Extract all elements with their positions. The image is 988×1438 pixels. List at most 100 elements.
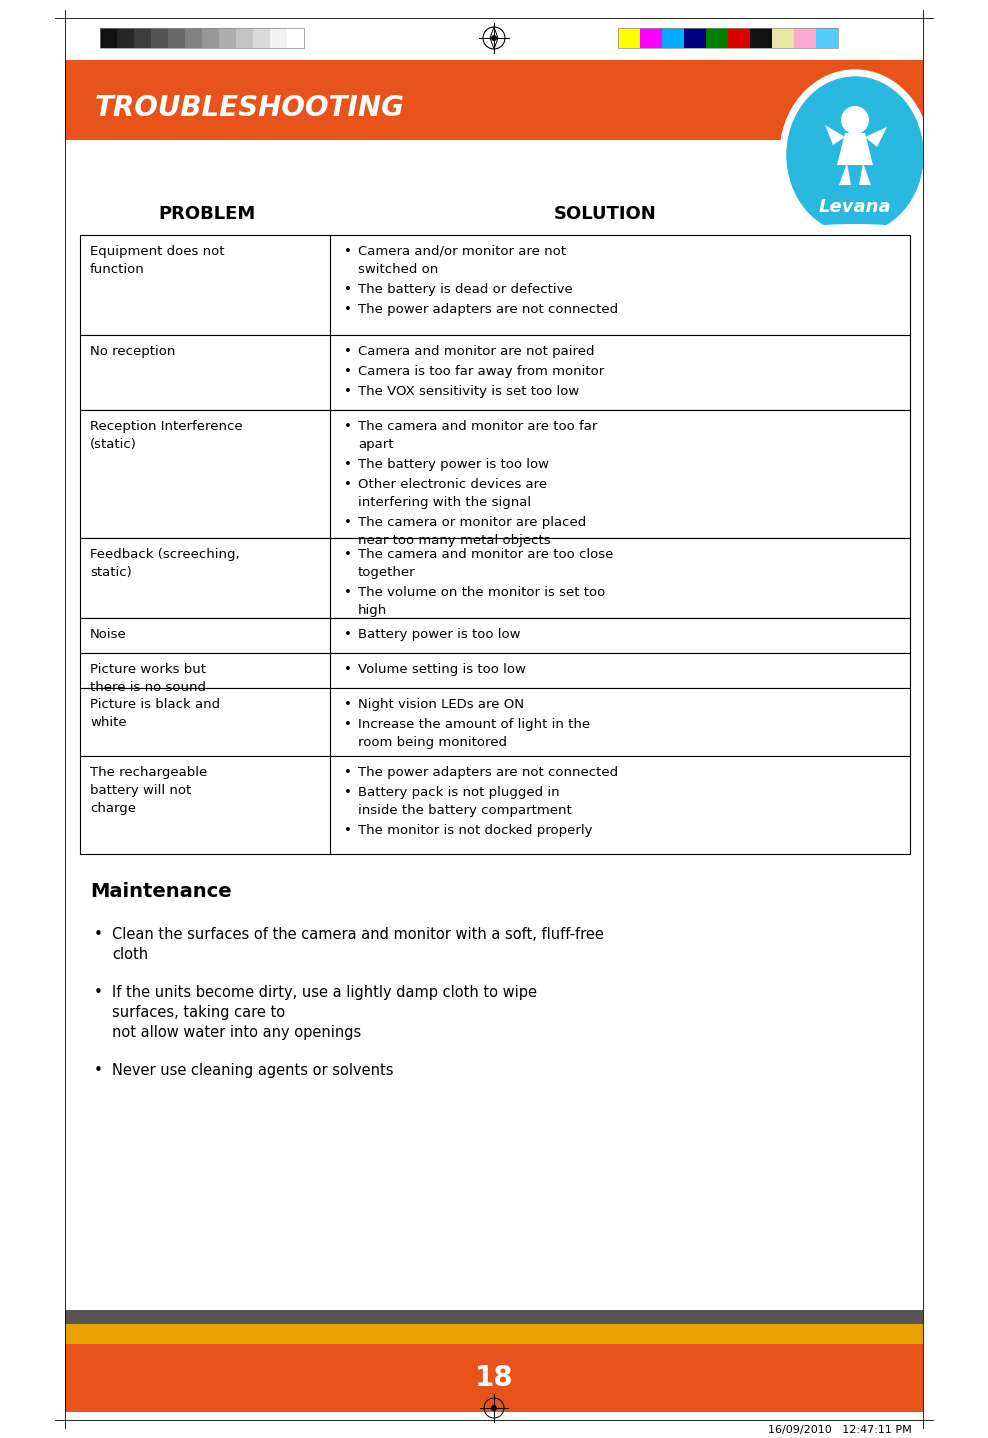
Text: The rechargeable: The rechargeable xyxy=(90,766,207,779)
Bar xyxy=(100,27,117,47)
Text: there is no sound: there is no sound xyxy=(90,682,206,695)
Bar xyxy=(618,27,838,47)
Text: Clean the surfaces of the camera and monitor with a soft, fluff-free: Clean the surfaces of the camera and mon… xyxy=(112,928,604,942)
Circle shape xyxy=(491,1405,497,1411)
Bar xyxy=(772,27,794,47)
Text: •: • xyxy=(344,365,352,378)
Ellipse shape xyxy=(787,78,923,233)
Text: PROBLEM: PROBLEM xyxy=(158,206,256,223)
Text: room being monitored: room being monitored xyxy=(358,736,507,749)
Text: surfaces, taking care to: surfaces, taking care to xyxy=(112,1005,286,1020)
Circle shape xyxy=(841,106,869,134)
Bar xyxy=(618,27,640,47)
Text: Feedback (screeching,: Feedback (screeching, xyxy=(90,548,240,561)
Text: 18: 18 xyxy=(474,1365,514,1392)
Text: near too many metal objects: near too many metal objects xyxy=(358,533,550,546)
Text: SOLUTION: SOLUTION xyxy=(553,206,656,223)
Text: Noise: Noise xyxy=(90,628,126,641)
Bar xyxy=(287,27,304,47)
Bar xyxy=(65,1345,923,1412)
Text: Camera and/or monitor are not: Camera and/or monitor are not xyxy=(358,244,566,257)
Text: Battery power is too low: Battery power is too low xyxy=(358,628,521,641)
Bar xyxy=(134,27,151,47)
Text: TROUBLESHOOTING: TROUBLESHOOTING xyxy=(95,93,405,122)
Text: •: • xyxy=(344,283,352,296)
Text: •: • xyxy=(344,303,352,316)
Bar xyxy=(253,27,270,47)
Bar xyxy=(219,27,236,47)
Ellipse shape xyxy=(780,70,930,240)
Text: Picture is black and: Picture is black and xyxy=(90,697,220,710)
Bar xyxy=(80,538,910,618)
Text: Other electronic devices are: Other electronic devices are xyxy=(358,477,547,490)
Bar xyxy=(80,335,910,410)
Text: static): static) xyxy=(90,567,131,580)
Polygon shape xyxy=(865,127,887,147)
Polygon shape xyxy=(859,162,871,186)
Bar xyxy=(185,27,202,47)
Bar xyxy=(80,756,910,854)
Bar xyxy=(640,27,662,47)
Text: The camera or monitor are placed: The camera or monitor are placed xyxy=(358,516,586,529)
Text: •: • xyxy=(94,1063,103,1078)
Text: Battery pack is not plugged in: Battery pack is not plugged in xyxy=(358,787,559,800)
Text: Camera is too far away from monitor: Camera is too far away from monitor xyxy=(358,365,605,378)
Text: •: • xyxy=(344,787,352,800)
Text: charge: charge xyxy=(90,802,136,815)
Text: Camera and monitor are not paired: Camera and monitor are not paired xyxy=(358,345,595,358)
Bar xyxy=(80,653,910,687)
Bar xyxy=(80,234,910,335)
Text: cloth: cloth xyxy=(112,948,148,962)
Text: switched on: switched on xyxy=(358,263,439,276)
Text: high: high xyxy=(358,604,387,617)
Text: Volume setting is too low: Volume setting is too low xyxy=(358,663,526,676)
Text: The camera and monitor are too close: The camera and monitor are too close xyxy=(358,548,614,561)
Text: apart: apart xyxy=(358,439,393,452)
Bar xyxy=(100,27,304,47)
Bar xyxy=(65,60,923,139)
Text: •: • xyxy=(344,244,352,257)
Text: •: • xyxy=(344,663,352,676)
Text: battery will not: battery will not xyxy=(90,784,192,797)
Text: The battery is dead or defective: The battery is dead or defective xyxy=(358,283,573,296)
Text: together: together xyxy=(358,567,416,580)
Bar xyxy=(270,27,287,47)
Text: The VOX sensitivity is set too low: The VOX sensitivity is set too low xyxy=(358,385,579,398)
Text: The battery power is too low: The battery power is too low xyxy=(358,457,549,472)
Text: Levana: Levana xyxy=(819,198,891,216)
Text: •: • xyxy=(344,457,352,472)
Text: If the units become dirty, use a lightly damp cloth to wipe: If the units become dirty, use a lightly… xyxy=(112,985,537,999)
Text: Equipment does not: Equipment does not xyxy=(90,244,224,257)
Text: •: • xyxy=(344,548,352,561)
Bar xyxy=(706,27,728,47)
Text: •: • xyxy=(344,477,352,490)
Text: •: • xyxy=(344,345,352,358)
Text: •: • xyxy=(344,628,352,641)
Text: Reception Interference: Reception Interference xyxy=(90,420,243,433)
Bar xyxy=(794,27,816,47)
Text: Never use cleaning agents or solvents: Never use cleaning agents or solvents xyxy=(112,1063,393,1078)
Text: •: • xyxy=(344,697,352,710)
Text: •: • xyxy=(344,718,352,731)
Text: •: • xyxy=(94,985,103,999)
Bar xyxy=(236,27,253,47)
Ellipse shape xyxy=(780,224,930,246)
Text: Increase the amount of light in the: Increase the amount of light in the xyxy=(358,718,590,731)
Bar xyxy=(80,410,910,538)
Text: (static): (static) xyxy=(90,439,137,452)
Text: •: • xyxy=(344,420,352,433)
Bar xyxy=(684,27,706,47)
Text: not allow water into any openings: not allow water into any openings xyxy=(112,1025,362,1040)
Text: Picture works but: Picture works but xyxy=(90,663,206,676)
Text: The power adapters are not connected: The power adapters are not connected xyxy=(358,766,618,779)
Bar xyxy=(80,618,910,653)
Text: inside the battery compartment: inside the battery compartment xyxy=(358,804,572,817)
Bar xyxy=(662,27,684,47)
Text: Night vision LEDs are ON: Night vision LEDs are ON xyxy=(358,697,524,710)
Bar xyxy=(65,1310,923,1324)
Text: •: • xyxy=(94,928,103,942)
Bar xyxy=(816,27,838,47)
Text: white: white xyxy=(90,716,126,729)
Polygon shape xyxy=(825,125,845,145)
Text: 16/09/2010   12:47:11 PM: 16/09/2010 12:47:11 PM xyxy=(769,1425,912,1435)
